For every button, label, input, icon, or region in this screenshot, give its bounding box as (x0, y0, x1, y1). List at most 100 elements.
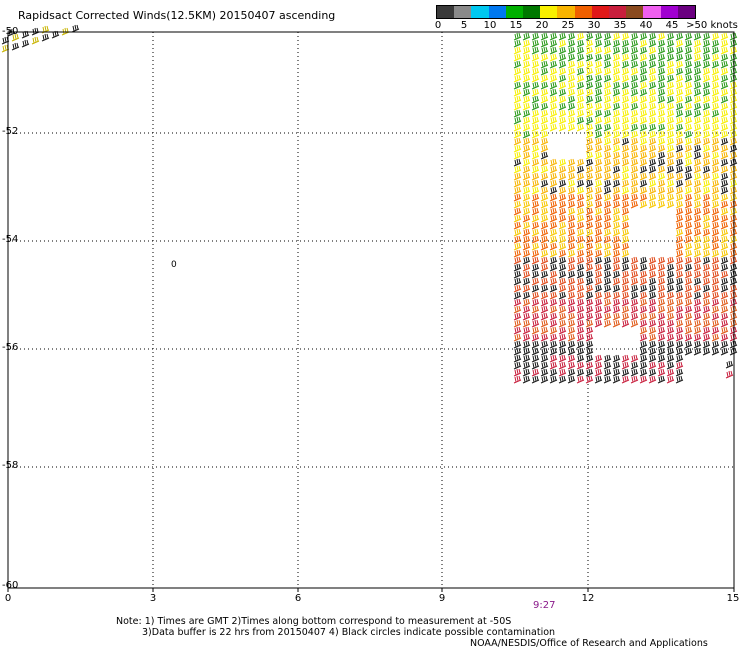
wind-barb (702, 284, 711, 293)
wind-barb (621, 151, 630, 160)
wind-barb (567, 221, 576, 230)
wind-barb (720, 200, 729, 209)
wind-barb (522, 284, 531, 293)
wind-barb (693, 151, 702, 160)
wind-barb (585, 277, 594, 286)
wind-barb (612, 298, 621, 307)
wind-barb (657, 263, 666, 272)
wind-barb (603, 193, 612, 202)
wind-barb (585, 46, 594, 55)
wind-barb (585, 60, 594, 69)
wind-barb (522, 74, 531, 83)
wind-barb (702, 165, 711, 174)
wind-barb (540, 123, 549, 132)
wind-barb (612, 368, 621, 377)
wind-barb (567, 39, 576, 48)
wind-barb (711, 305, 720, 314)
wind-barb (531, 158, 540, 167)
wind-barb (720, 347, 729, 356)
wind-barb (540, 46, 549, 55)
wind-barb (549, 214, 558, 223)
wind-barb (558, 242, 567, 251)
wind-barb (576, 32, 585, 41)
wind-barb (531, 277, 540, 286)
wind-barb (675, 116, 684, 125)
wind-barb (540, 207, 549, 216)
wind-barb (540, 368, 549, 377)
wind-barb (720, 193, 729, 202)
wind-barb (666, 284, 675, 293)
wind-barb (549, 200, 558, 209)
wind-barb (612, 200, 621, 209)
wind-barb (720, 207, 729, 216)
wind-barb (725, 370, 734, 379)
wind-barb (684, 53, 693, 62)
wind-barb (585, 74, 594, 83)
wind-barb (585, 340, 594, 349)
wind-barb (693, 284, 702, 293)
wind-barb (684, 144, 693, 153)
wind-barb (522, 291, 531, 300)
wind-barb (684, 270, 693, 279)
isolated-zero-mark: 0 (171, 260, 177, 270)
wind-barb (585, 319, 594, 328)
wind-barb (558, 368, 567, 377)
wind-barb (567, 298, 576, 307)
wind-barb (513, 137, 522, 146)
wind-barb (657, 172, 666, 181)
wind-barb (702, 312, 711, 321)
wind-barb (567, 214, 576, 223)
wind-barb (657, 361, 666, 370)
wind-barb (639, 158, 648, 167)
wind-barb (558, 347, 567, 356)
wind-barb (675, 158, 684, 167)
wind-barb (720, 340, 729, 349)
wind-barb (648, 95, 657, 104)
wind-barb (648, 270, 657, 279)
wind-barb (540, 74, 549, 83)
wind-barb (648, 32, 657, 41)
wind-barb (531, 291, 540, 300)
wind-barb (693, 249, 702, 258)
wind-barb (594, 200, 603, 209)
wind-barb (693, 88, 702, 97)
wind-barb (540, 298, 549, 307)
wind-barb (657, 186, 666, 195)
wind-barb (558, 375, 567, 384)
wind-barb (594, 151, 603, 160)
wind-barb (684, 116, 693, 125)
wind-barb (540, 242, 549, 251)
wind-barb (684, 130, 693, 139)
wind-barb (594, 32, 603, 41)
wind-barb (648, 74, 657, 83)
wind-barb (549, 67, 558, 76)
wind-barb (648, 102, 657, 111)
wind-barb (702, 151, 711, 160)
wind-barb (693, 193, 702, 202)
wind-barb (648, 319, 657, 328)
wind-barb (549, 347, 558, 356)
wind-barb (558, 277, 567, 286)
wind-barb (720, 326, 729, 335)
wind-barb (603, 102, 612, 111)
wind-barb (540, 137, 549, 146)
wind-barb (711, 200, 720, 209)
wind-barb (657, 158, 666, 167)
wind-barb (702, 207, 711, 216)
wind-barb (558, 221, 567, 230)
wind-barb (702, 39, 711, 48)
wind-barb (567, 32, 576, 41)
wind-barb (639, 361, 648, 370)
wind-barb (549, 298, 558, 307)
wind-barb (513, 312, 522, 321)
lat-lon-grid (7, 32, 735, 592)
wind-barb (612, 123, 621, 132)
wind-barb (567, 60, 576, 69)
wind-barb (657, 312, 666, 321)
wind-barb (522, 88, 531, 97)
wind-barb (657, 130, 666, 139)
wind-barb (585, 116, 594, 125)
wind-barb (621, 74, 630, 83)
wind-barb (585, 39, 594, 48)
wind-barb (675, 242, 684, 251)
